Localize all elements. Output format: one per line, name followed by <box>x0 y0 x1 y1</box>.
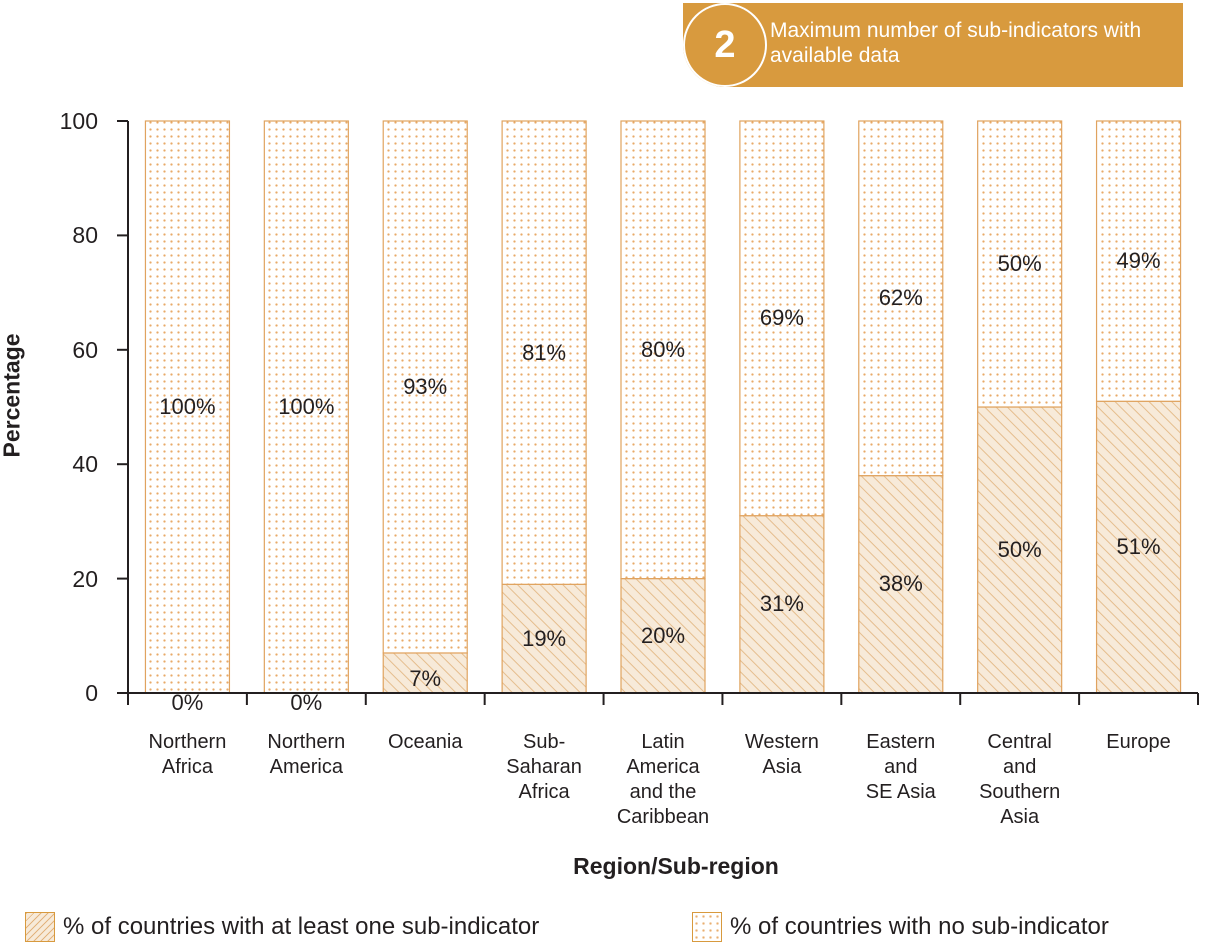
x-category-label-line: Asia <box>762 756 802 778</box>
x-category-label-3: Sub- Saharan Africa <box>490 730 598 805</box>
x-category-label-8: Europe <box>1085 730 1193 755</box>
legend-label-at-least-one: % of countries with at least one sub-ind… <box>63 913 540 940</box>
y-tick-label-100: 100 <box>59 108 98 134</box>
data-label-no-sub-indicator-5: 69% <box>759 305 804 331</box>
y-tick-label-40: 40 <box>72 451 98 478</box>
data-label-no-sub-indicator-2: 93% <box>403 373 448 399</box>
x-category-label-line: Eastern <box>866 731 936 753</box>
x-category-label-line: Africa <box>518 781 570 803</box>
data-label-no-sub-indicator-8: 49% <box>1116 248 1161 274</box>
x-category-label-line: Europe <box>1106 731 1171 753</box>
x-category-label-line: Central <box>987 731 1052 753</box>
x-category-label-line: Latin <box>641 731 685 753</box>
data-label-at-least-one-0: 0% <box>171 690 204 715</box>
data-label-at-least-one-7: 50% <box>997 537 1042 562</box>
badge-number: 2 <box>683 3 767 87</box>
legend-hatch-swatch <box>25 912 55 942</box>
data-label-no-sub-indicator-1: 100% <box>278 394 335 419</box>
x-category-label-6: Eastern and SE Asia <box>847 730 955 805</box>
data-label-at-least-one-1: 0% <box>290 690 323 715</box>
data-label-no-sub-indicator-0: 100% <box>159 394 216 419</box>
x-category-label-line: Sub- <box>522 731 566 753</box>
x-category-label-line: Caribbean <box>616 806 710 828</box>
bar-no-sub-indicator-2 <box>382 120 468 654</box>
x-category-label-line: and <box>884 756 918 778</box>
x-category-label-line: SE Asia <box>865 781 936 803</box>
legend-dot-swatch <box>692 912 722 942</box>
x-category-label-line: and <box>1002 756 1037 778</box>
data-label-no-sub-indicator-4: 80% <box>640 336 686 362</box>
bar-at-least-one-6 <box>858 475 944 694</box>
bar-no-sub-indicator-8 <box>1095 120 1182 402</box>
bar-no-sub-indicator-3 <box>501 120 587 585</box>
x-category-label-7: Central and Southern Asia <box>966 730 1074 830</box>
data-label-at-least-one-6: 38% <box>878 571 923 597</box>
x-category-label-line: Northern <box>148 731 227 753</box>
x-category-label-line: Saharan <box>506 756 582 778</box>
data-label-no-sub-indicator-3: 81% <box>522 339 567 365</box>
x-category-label-2: Oceania <box>371 730 479 755</box>
x-category-label-5: Western Asia <box>728 730 836 780</box>
y-tick-label-20: 20 <box>72 565 98 592</box>
x-axis-title: Region/Sub-region <box>573 853 779 879</box>
x-category-label-line: Oceania <box>387 731 463 753</box>
x-category-label-line: Africa <box>161 756 213 778</box>
data-label-at-least-one-4: 20% <box>640 622 686 648</box>
legend-label-no-sub-indicator: % of countries with no sub-indicator <box>730 913 1109 940</box>
y-tick-label-60: 60 <box>72 336 98 363</box>
x-category-label-line: Northern <box>267 731 346 753</box>
bar-no-sub-indicator-6 <box>858 120 944 477</box>
badge-text: Maximum number of sub-indicators with av… <box>770 19 1142 67</box>
y-tick-label-0: 0 <box>85 680 98 706</box>
x-category-label-line: and the <box>629 781 697 803</box>
x-category-label-line: Asia <box>1000 806 1040 828</box>
data-label-at-least-one-5: 31% <box>759 591 804 617</box>
bar-at-least-one-5 <box>739 515 825 694</box>
data-label-at-least-one-8: 51% <box>1116 534 1161 560</box>
x-category-label-line: America <box>626 756 700 778</box>
x-category-label-4: Latin America and the Caribbean <box>609 730 717 830</box>
bar-no-sub-indicator-0 <box>144 120 231 694</box>
bar-no-sub-indicator-7 <box>977 120 1063 408</box>
bar-at-least-one-4 <box>620 577 706 694</box>
bar-no-sub-indicator-4 <box>620 120 706 580</box>
data-label-no-sub-indicator-6: 62% <box>878 285 923 311</box>
bar-at-least-one-8 <box>1095 400 1182 694</box>
data-label-at-least-one-3: 19% <box>522 625 567 651</box>
bar-no-sub-indicator-5 <box>739 120 825 517</box>
legend-item-no-sub-indicator: % of countries with no sub-indicator <box>692 908 1109 946</box>
legend-item-at-least-one: % of countries with at least one sub-ind… <box>25 908 539 946</box>
legend: % of countries with at least one sub-ind… <box>25 908 1195 946</box>
data-label-no-sub-indicator-7: 50% <box>997 251 1042 276</box>
bar-at-least-one-2 <box>382 652 468 694</box>
x-category-label-line: Southern <box>979 781 1061 803</box>
y-tick-label-80: 80 <box>72 222 98 249</box>
bar-no-sub-indicator-1 <box>263 120 349 694</box>
x-category-label-line: America <box>269 756 343 778</box>
data-label-at-least-one-2: 7% <box>409 666 442 691</box>
x-category-label-1: Northern America <box>252 730 360 780</box>
x-category-label-line: Western <box>744 731 819 753</box>
x-category-label-0: Northern Africa <box>133 730 241 780</box>
